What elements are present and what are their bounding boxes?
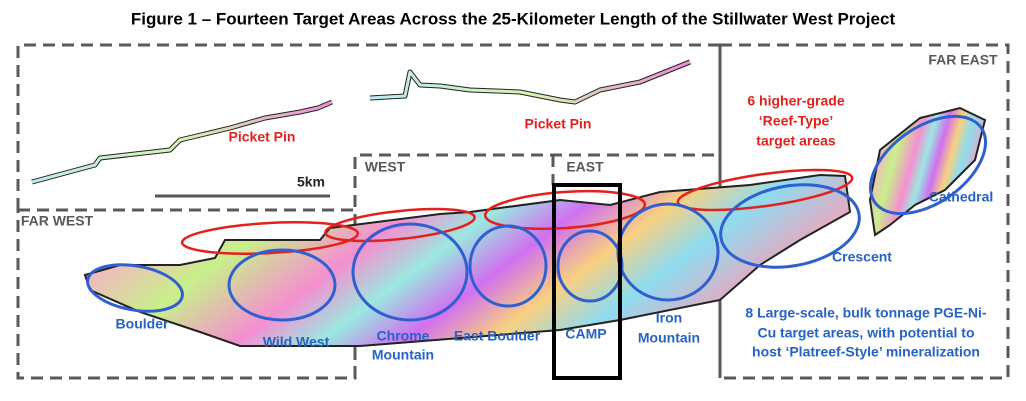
survey-area [83, 173, 852, 347]
reef-note: 6 higher-grade [747, 93, 844, 109]
reef-target [676, 168, 854, 212]
target-label: Wild West [263, 334, 330, 350]
picket-pin-trace [31, 100, 333, 184]
survey-area [868, 106, 987, 237]
picket-pin-trace [369, 60, 691, 104]
reef-target [483, 189, 647, 231]
platreef-note: 8 Large-scale, bulk tonnage PGE-Ni- [745, 305, 987, 321]
target-label: Iron [656, 310, 682, 326]
reef-note: target areas [756, 133, 836, 149]
target-label: East Boulder [454, 328, 541, 344]
target-label: Boulder [116, 316, 169, 332]
camp-box [552, 183, 622, 380]
region-label: FAR WEST [21, 213, 94, 229]
region-label: FAR EAST [928, 52, 998, 68]
platreef-target [468, 224, 548, 308]
platreef-target [86, 263, 184, 313]
target-label: CAMP [565, 326, 606, 342]
platreef-note: host ‘Platreef-Style’ mineralization [752, 344, 980, 360]
picket-pin-label: Picket Pin [525, 116, 592, 132]
reef-target [324, 207, 476, 243]
region-label: EAST [566, 159, 604, 175]
platreef-note: Cu target areas, with potential to [757, 325, 974, 341]
target-label: Mountain [372, 347, 434, 363]
platreef-target [719, 183, 861, 269]
target-label: Cathedral [929, 189, 994, 205]
target-label: Crescent [832, 249, 892, 265]
platreef-target [351, 222, 469, 322]
west-east-box [353, 153, 720, 378]
region-label: WEST [365, 159, 406, 175]
reef-note: ‘Reef-Type’ [759, 113, 833, 129]
title: Figure 1 – Fourteen Target Areas Across … [131, 9, 896, 28]
platreef-target [868, 114, 988, 216]
scale-label: 5km [297, 174, 325, 190]
platreef-target [227, 248, 337, 322]
target-label: Mountain [638, 330, 700, 346]
target-label: Chrome [377, 328, 430, 344]
reef-target [180, 221, 360, 255]
picket-pin-label: Picket Pin [229, 129, 296, 145]
